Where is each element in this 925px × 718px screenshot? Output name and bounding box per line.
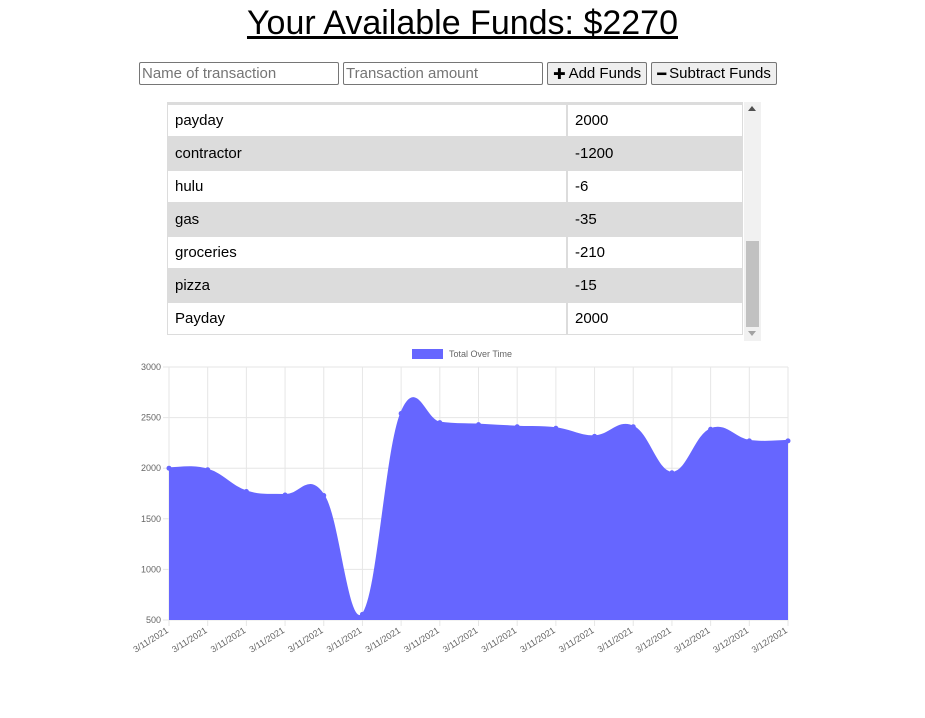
y-tick-label: 1500 — [141, 514, 161, 524]
transaction-amount: -210 — [567, 236, 743, 269]
table-row: Payday 2000 — [167, 302, 743, 335]
x-tick-label: 3/11/2021 — [441, 625, 480, 654]
transaction-amount: 2000 — [567, 302, 743, 335]
data-point — [166, 465, 172, 471]
legend-swatch — [412, 349, 443, 359]
data-point — [321, 493, 327, 499]
y-tick-label: 2000 — [141, 463, 161, 473]
transactions-table-container: payday 2000 contractor -1200 hulu -6 gas… — [167, 102, 761, 341]
plus-icon: ✚ — [553, 65, 566, 83]
transaction-name: hulu — [167, 170, 567, 203]
x-tick-label: 3/11/2021 — [325, 625, 364, 654]
transaction-name: Payday — [167, 302, 567, 335]
x-tick-label: 3/11/2021 — [209, 625, 248, 654]
x-tick-label: 3/11/2021 — [170, 625, 209, 654]
table-row: payday 2000 — [167, 104, 743, 137]
table-header-cell — [167, 102, 567, 104]
transaction-amount: -35 — [567, 203, 743, 236]
y-tick-label: 3000 — [141, 362, 161, 372]
table-row: pizza -15 — [167, 269, 743, 302]
transaction-name: contractor — [167, 137, 567, 170]
x-tick-label: 3/12/2021 — [672, 625, 711, 655]
transaction-name: payday — [167, 104, 567, 137]
table-header-cell — [567, 102, 743, 104]
x-tick-label: 3/11/2021 — [596, 625, 635, 654]
subtract-funds-button[interactable]: ━ Subtract Funds — [651, 62, 777, 85]
data-point — [592, 433, 598, 439]
subtract-funds-label: Subtract Funds — [669, 65, 771, 82]
y-tick-label: 1000 — [141, 564, 161, 574]
data-point — [476, 422, 481, 428]
x-tick-label: 3/12/2021 — [711, 625, 750, 655]
data-point — [243, 488, 249, 494]
x-tick-label: 3/11/2021 — [557, 625, 596, 654]
transaction-amount: -15 — [567, 269, 743, 302]
transaction-amount: -1200 — [567, 137, 743, 170]
data-point — [785, 438, 791, 444]
data-point — [746, 438, 752, 444]
transaction-name: pizza — [167, 269, 567, 302]
add-funds-label: Add Funds — [568, 65, 642, 82]
data-point — [669, 470, 675, 476]
data-point — [514, 424, 520, 430]
data-point — [205, 467, 211, 473]
x-tick-label: 3/11/2021 — [480, 625, 519, 654]
x-tick-label: 3/11/2021 — [363, 625, 402, 654]
data-point — [708, 426, 714, 432]
transaction-amount: -6 — [567, 170, 743, 203]
scrollbar-thumb[interactable] — [746, 241, 759, 327]
transaction-amount: 2000 — [567, 104, 743, 137]
series-area — [169, 398, 788, 620]
transactions-table: payday 2000 contractor -1200 hulu -6 gas… — [167, 102, 743, 335]
data-point — [553, 425, 559, 431]
data-point — [437, 420, 443, 426]
page-title: Your Available Funds: $2270 — [246, 4, 678, 42]
x-tick-label: 3/11/2021 — [131, 625, 170, 654]
transaction-amount-input[interactable] — [343, 62, 543, 85]
x-tick-label: 3/11/2021 — [402, 625, 441, 654]
data-point — [630, 424, 636, 430]
data-point — [282, 492, 288, 498]
table-row: contractor -1200 — [167, 137, 743, 170]
scroll-down-icon[interactable] — [748, 331, 756, 336]
transaction-name: gas — [167, 203, 567, 236]
transaction-name-input[interactable] — [139, 62, 339, 85]
y-tick-label: 2500 — [141, 413, 161, 423]
table-row: hulu -6 — [167, 170, 743, 203]
legend-label: Total Over Time — [449, 349, 512, 359]
data-point — [359, 611, 365, 617]
data-point — [398, 411, 404, 417]
x-tick-label: 3/11/2021 — [247, 625, 286, 654]
table-row: gas -35 — [167, 203, 743, 236]
table-row: groceries -210 — [167, 236, 743, 269]
add-funds-button[interactable]: ✚ Add Funds — [547, 62, 648, 85]
table-header-row — [167, 102, 743, 104]
transaction-form: ✚ Add Funds ━ Subtract Funds — [139, 62, 781, 85]
minus-icon: ━ — [657, 65, 667, 83]
table-scrollbar[interactable] — [744, 102, 761, 341]
transaction-name: groceries — [167, 236, 567, 269]
y-tick-label: 500 — [146, 615, 161, 625]
x-tick-label: 3/12/2021 — [750, 625, 789, 655]
x-tick-label: 3/11/2021 — [286, 625, 325, 654]
scroll-up-icon[interactable] — [748, 106, 756, 111]
x-tick-label: 3/11/2021 — [518, 625, 557, 654]
x-tick-label: 3/12/2021 — [634, 625, 673, 655]
